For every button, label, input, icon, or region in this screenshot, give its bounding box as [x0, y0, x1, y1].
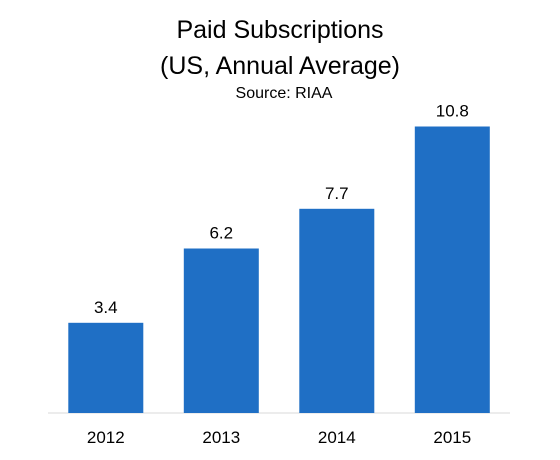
x-tick-labels-group: 2012 2013 2014 2015	[87, 428, 471, 447]
data-label-2015: 10.8	[436, 102, 469, 121]
data-label-2012: 3.4	[94, 298, 118, 317]
data-label-2013: 6.2	[209, 224, 233, 243]
chart-subtitle: (US, Annual Average)	[160, 52, 400, 80]
bars-group	[68, 126, 490, 413]
chart-title: Paid Subscriptions	[176, 16, 383, 44]
x-tick-label-2015: 2015	[433, 428, 471, 447]
x-tick-label-2014: 2014	[318, 428, 356, 447]
bar-2014	[299, 208, 375, 413]
x-tick-label-2012: 2012	[87, 428, 125, 447]
bar-2012	[68, 322, 144, 413]
bar-2013	[183, 248, 259, 413]
data-label-2014: 7.7	[325, 184, 349, 203]
chart-source: Source: RIAA	[236, 85, 333, 102]
data-labels-group: 3.4 6.2 7.7 10.8	[94, 102, 469, 317]
bar-2015	[414, 126, 490, 413]
x-tick-label-2013: 2013	[202, 428, 240, 447]
